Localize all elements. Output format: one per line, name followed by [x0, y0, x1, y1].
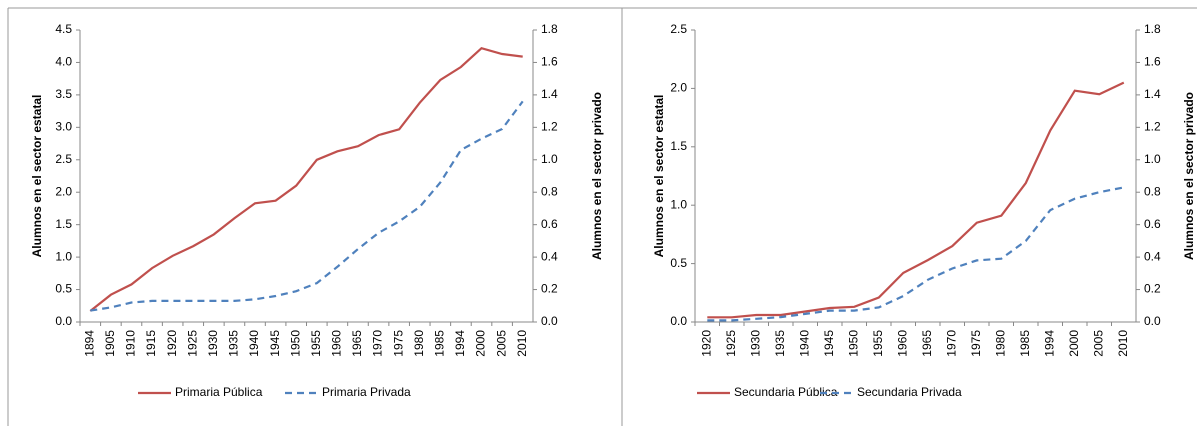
x-tick-label: 1930 — [748, 330, 762, 357]
x-tick-label: 1970 — [371, 330, 385, 357]
y2-tick-label: 1.2 — [1144, 120, 1161, 134]
x-tick-label: 1930 — [206, 330, 220, 357]
y2-tick-label: 0.0 — [1144, 314, 1161, 328]
x-tick-label: 1985 — [433, 330, 447, 357]
legend-label: Secundaria Privada — [857, 385, 962, 399]
x-tick-label: 1950 — [288, 330, 302, 357]
y-tick-label: 1.5 — [670, 139, 687, 153]
x-tick-label: 1960 — [895, 330, 909, 357]
y2-tick-label: 0.2 — [1144, 282, 1161, 296]
y2-tick-label: 0.8 — [1144, 184, 1161, 198]
x-tick-label: 1940 — [797, 330, 811, 357]
y-tick-label: 1.0 — [670, 197, 687, 211]
legend-label: Primaria Pública — [175, 385, 263, 399]
x-tick-label: 1955 — [309, 330, 323, 357]
x-tick-label: 1915 — [144, 330, 158, 357]
x-tick-label: 2005 — [494, 330, 508, 357]
y-tick-label: 2.5 — [670, 22, 687, 36]
y2-tick-label: 1.8 — [541, 22, 558, 36]
x-tick-label: 2010 — [515, 330, 529, 357]
y2-tick-label: 1.6 — [1144, 55, 1161, 69]
y-tick-label: 3.5 — [55, 87, 72, 101]
x-tick-label: 1940 — [247, 330, 261, 357]
y2-tick-label: 0.8 — [541, 184, 558, 198]
y-axis-title: Alumnos en el sector estatal — [30, 95, 44, 258]
y-tick-label: 4.0 — [55, 55, 72, 69]
y2-tick-label: 1.4 — [541, 87, 558, 101]
legend-label: Primaria Privada — [322, 385, 411, 399]
y-axis-title: Alumnos en el sector estatal — [652, 95, 666, 258]
x-tick-label: 1925 — [185, 330, 199, 357]
x-tick-label: 1994 — [1042, 330, 1056, 357]
y2-tick-label: 0.6 — [1144, 217, 1161, 231]
y2-tick-label: 1.2 — [541, 120, 558, 134]
y2-tick-label: 1.4 — [1144, 87, 1161, 101]
y-tick-label: 2.5 — [55, 152, 72, 166]
y-tick-label: 0.5 — [670, 256, 687, 270]
x-tick-label: 1925 — [724, 330, 738, 357]
x-tick-label: 1965 — [920, 330, 934, 357]
y2-tick-label: 1.0 — [1144, 152, 1161, 166]
x-tick-label: 1945 — [268, 330, 282, 357]
x-tick-label: 1980 — [993, 330, 1007, 357]
line-series — [707, 81, 1125, 319]
y2-tick-label: 0.6 — [541, 217, 558, 231]
y2-tick-label: 1.8 — [1144, 22, 1161, 36]
legend-label: Secundaria Pública — [734, 385, 838, 399]
x-tick-label: 1905 — [103, 330, 117, 357]
x-tick-label: 1985 — [1018, 330, 1032, 357]
x-tick-label: 1975 — [391, 330, 405, 357]
x-tick-label: 1935 — [227, 330, 241, 357]
y-tick-label: 2.0 — [55, 184, 72, 198]
y2-tick-label: 0.4 — [541, 249, 558, 263]
y2-tick-label: 1.6 — [541, 55, 558, 69]
x-tick-label: 1945 — [822, 330, 836, 357]
y2-tick-label: 1.0 — [541, 152, 558, 166]
line-series — [89, 46, 523, 312]
y2-axis-title: Alumnos en el sector privado — [590, 92, 604, 260]
y-tick-label: 1.5 — [55, 217, 72, 231]
y-tick-label: 1.0 — [55, 249, 72, 263]
x-tick-label: 1994 — [453, 330, 467, 357]
y2-tick-label: 0.0 — [541, 314, 558, 328]
x-tick-label: 2010 — [1116, 330, 1130, 357]
x-tick-label: 2000 — [474, 330, 488, 357]
y-tick-label: 0.5 — [55, 282, 72, 296]
x-tick-label: 2000 — [1067, 330, 1081, 357]
y-tick-label: 3.0 — [55, 120, 72, 134]
line-series — [90, 100, 524, 312]
x-tick-label: 1970 — [944, 330, 958, 357]
x-tick-label: 1920 — [165, 330, 179, 357]
x-tick-label: 2005 — [1091, 330, 1105, 357]
x-tick-label: 1980 — [412, 330, 426, 357]
y2-axis-title: Alumnos en el sector privado — [1182, 92, 1196, 260]
y2-tick-label: 0.4 — [1144, 249, 1161, 263]
y-tick-label: 0.0 — [55, 314, 72, 328]
x-tick-label: 1950 — [846, 330, 860, 357]
y2-tick-label: 0.2 — [541, 282, 558, 296]
x-tick-label: 1935 — [773, 330, 787, 357]
x-tick-label: 1965 — [350, 330, 364, 357]
y-tick-label: 2.0 — [670, 81, 687, 95]
x-tick-label: 1955 — [871, 330, 885, 357]
x-tick-label: 1975 — [969, 330, 983, 357]
x-tick-label: 1920 — [699, 330, 713, 357]
y-tick-label: 4.5 — [55, 22, 72, 36]
line-series — [707, 186, 1125, 322]
x-tick-label: 1910 — [124, 330, 138, 357]
x-tick-label: 1894 — [82, 330, 96, 357]
x-tick-label: 1960 — [330, 330, 344, 357]
y-tick-label: 0.0 — [670, 314, 687, 328]
